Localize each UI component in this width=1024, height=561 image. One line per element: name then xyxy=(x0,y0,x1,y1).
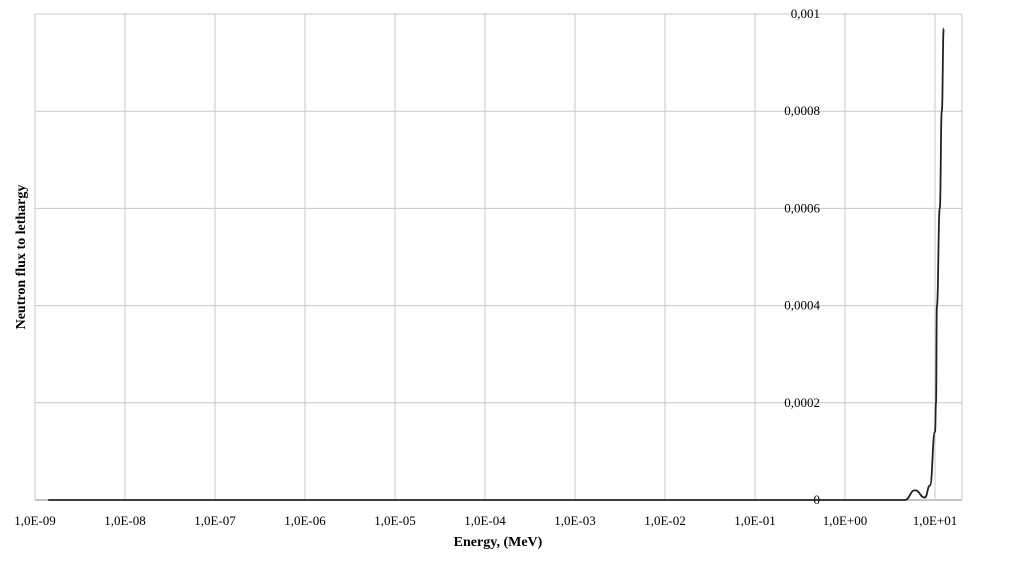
y-tick-label: 0,0006 xyxy=(784,200,820,215)
x-tick-label: 1,0E-04 xyxy=(464,513,506,528)
x-axis-title: Energy, (MeV) xyxy=(454,535,543,550)
series-line xyxy=(48,27,945,501)
x-tick-label: 1,0E-07 xyxy=(194,513,236,528)
y-tick-label: 0,0004 xyxy=(784,298,820,313)
x-tick-label: 1,0E-01 xyxy=(734,513,776,528)
y-axis-title: Neutron flux to lethargy xyxy=(14,185,29,330)
x-tick-label: 1,0E+01 xyxy=(913,513,958,528)
x-tick-label: 1,0E-02 xyxy=(644,513,686,528)
y-tick-label: 0,0002 xyxy=(784,395,820,410)
x-tick-labels: 1,0E-09 1,0E-08 1,0E-07 1,0E-06 1,0E-05 1,0E-… xyxy=(14,513,957,528)
x-tick-label: 1,0E-08 xyxy=(104,513,146,528)
y-tick-label: 0,001 xyxy=(791,6,820,21)
x-tick-label: 1,0E+00 xyxy=(823,513,868,528)
y-tick-label: 0,0008 xyxy=(784,103,820,118)
grid xyxy=(34,13,963,501)
x-tick-label: 1,0E-06 xyxy=(284,513,326,528)
x-tick-label: 1,0E-09 xyxy=(14,513,56,528)
x-tick-label: 1,0E-05 xyxy=(374,513,416,528)
x-tick-label: 1,0E-03 xyxy=(554,513,596,528)
